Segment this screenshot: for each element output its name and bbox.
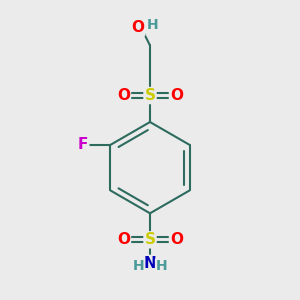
Text: H: H [147, 18, 159, 32]
Text: O: O [117, 232, 130, 247]
Text: H: H [132, 259, 144, 273]
Text: S: S [145, 88, 155, 103]
Text: N: N [144, 256, 156, 271]
Text: S: S [145, 232, 155, 247]
Text: O: O [170, 88, 183, 103]
Text: O: O [170, 232, 183, 247]
Text: O: O [131, 20, 144, 35]
Text: O: O [117, 88, 130, 103]
Text: F: F [78, 137, 88, 152]
Text: H: H [156, 259, 168, 273]
